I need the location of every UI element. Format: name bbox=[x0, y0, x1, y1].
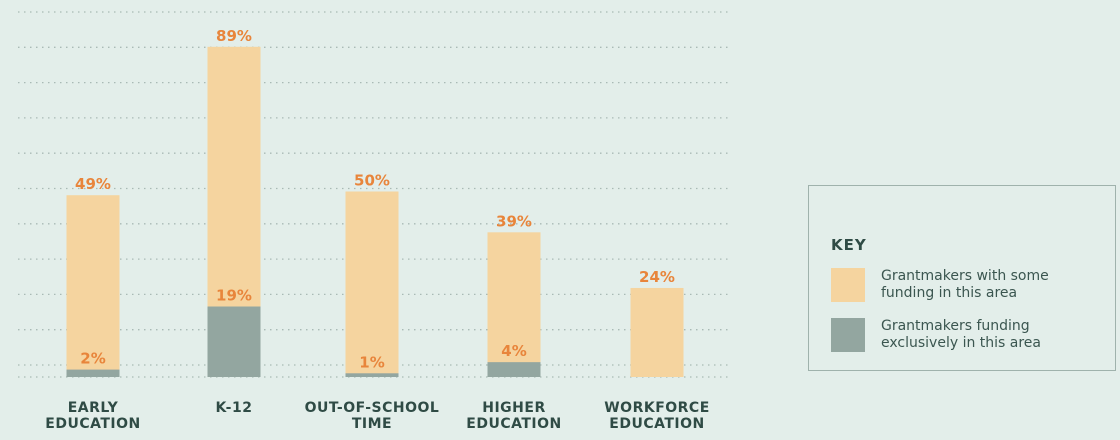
legend-title: KEY bbox=[831, 236, 867, 254]
plot: 49% 2% 89% 19% 50% 1% 39% 4% 24% bbox=[18, 11, 730, 378]
legend-swatch bbox=[831, 318, 865, 352]
bar bbox=[207, 306, 261, 377]
bar bbox=[345, 373, 399, 377]
x-tick-label: K-12 bbox=[215, 400, 253, 416]
bar bbox=[66, 369, 120, 377]
legend-label: Grantmakers with some funding in this ar… bbox=[881, 268, 1049, 301]
legend-entry: Grantmakers with some funding in this ar… bbox=[831, 268, 1081, 302]
data-label: 4% bbox=[501, 342, 526, 360]
data-label: 49% bbox=[75, 175, 111, 193]
legend: KEY Grantmakers with some funding in thi… bbox=[808, 185, 1116, 371]
data-label: 1% bbox=[359, 353, 384, 371]
x-tick-label: EARLY EDUCATION bbox=[45, 400, 141, 432]
legend-swatch bbox=[831, 268, 865, 302]
bar bbox=[487, 232, 541, 377]
data-label: 50% bbox=[354, 172, 390, 190]
data-label: 89% bbox=[216, 27, 252, 45]
legend-label: Grantmakers funding exclusively in this … bbox=[881, 318, 1042, 351]
x-tick-label: WORKFORCE EDUCATION bbox=[604, 400, 710, 432]
data-label: 2% bbox=[80, 350, 105, 368]
bar bbox=[630, 287, 684, 377]
data-label: 39% bbox=[496, 212, 532, 230]
legend-entry: Grantmakers funding exclusively in this … bbox=[831, 318, 1081, 352]
data-label: 19% bbox=[216, 287, 252, 305]
data-label: 24% bbox=[639, 268, 675, 286]
x-tick-label: OUT-OF-SCHOOL TIME bbox=[304, 400, 440, 432]
bar bbox=[345, 191, 399, 377]
bar bbox=[487, 362, 541, 377]
bar bbox=[66, 195, 120, 377]
x-tick-label: HIGHER EDUCATION bbox=[466, 400, 562, 432]
